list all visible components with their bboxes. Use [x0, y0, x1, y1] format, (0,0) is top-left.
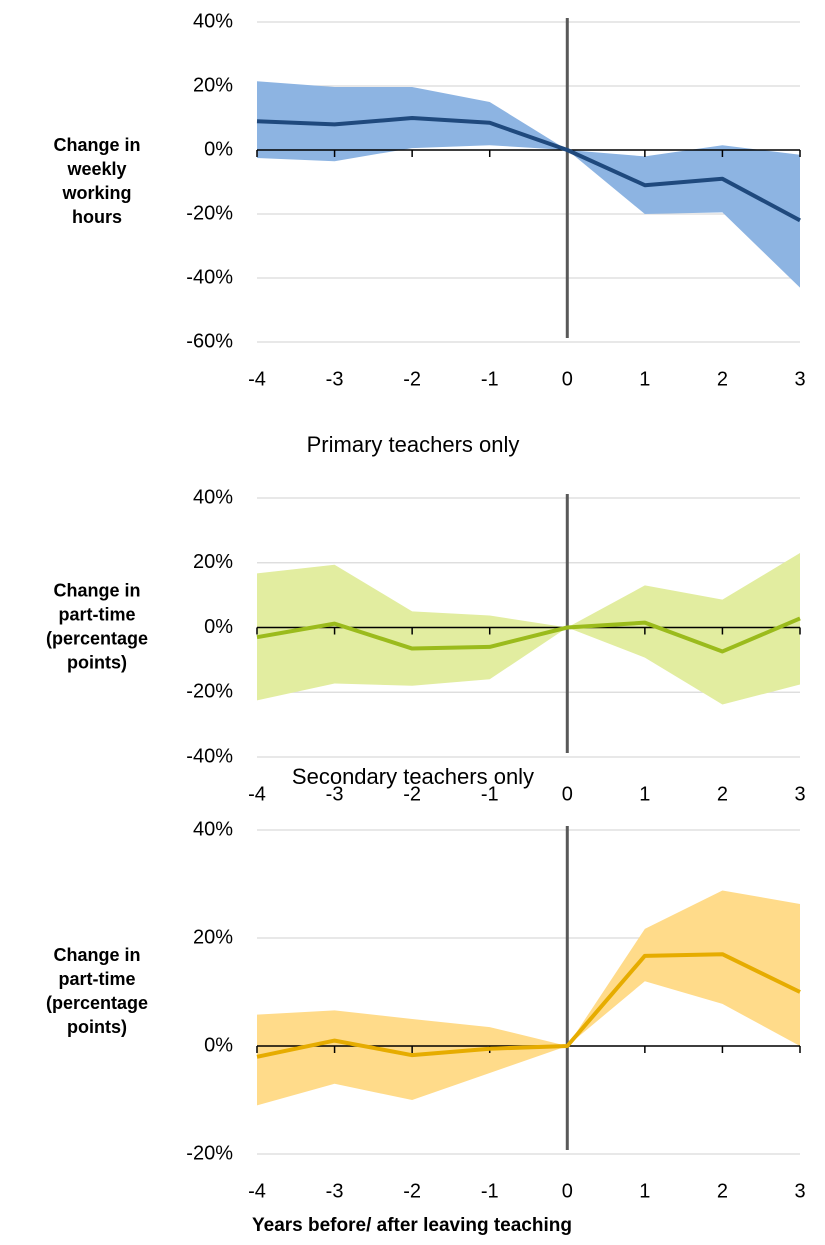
- x-tick-label: -3: [326, 783, 344, 805]
- y-tick-label: 0%: [204, 616, 233, 638]
- x-tick-label: -4: [248, 783, 266, 805]
- confidence-band: [257, 890, 800, 1106]
- x-tick-label: -1: [481, 783, 499, 805]
- y-tick-label: 0%: [204, 138, 233, 160]
- x-tick-label: 1: [639, 783, 650, 805]
- x-tick-label: 3: [794, 783, 805, 805]
- confidence-band: [257, 553, 800, 705]
- y-tick-label: 20%: [193, 74, 233, 96]
- y-axis-label: Change in: [53, 580, 140, 600]
- x-tick-label: 2: [717, 1180, 728, 1202]
- y-axis-label: (percentage: [46, 993, 148, 1013]
- panel-title: Primary teachers only: [307, 432, 520, 457]
- y-axis-label: (percentage: [46, 628, 148, 648]
- x-tick-label: -4: [248, 368, 266, 390]
- panel-title: Secondary teachers only: [292, 764, 534, 789]
- y-axis-label: points): [67, 652, 127, 672]
- y-tick-label: -20%: [186, 681, 233, 703]
- x-tick-label: -4: [248, 1180, 266, 1202]
- y-tick-label: -40%: [186, 266, 233, 288]
- x-tick-label: 2: [717, 368, 728, 390]
- x-tick-label: 1: [639, 368, 650, 390]
- y-axis-label: hours: [72, 207, 122, 227]
- x-tick-label: -2: [403, 368, 421, 390]
- x-tick-label: 3: [794, 1180, 805, 1202]
- x-tick-label: -3: [326, 1180, 344, 1202]
- y-tick-label: -20%: [186, 202, 233, 224]
- confidence-band: [257, 81, 800, 288]
- x-tick-label: 1: [639, 1180, 650, 1202]
- y-tick-label: 40%: [193, 818, 233, 840]
- y-tick-label: 40%: [193, 10, 233, 32]
- y-tick-label: -40%: [186, 745, 233, 767]
- x-tick-label: -3: [326, 368, 344, 390]
- x-tick-label: 0: [562, 1180, 573, 1202]
- x-tick-label: -1: [481, 368, 499, 390]
- x-tick-label: 0: [562, 368, 573, 390]
- x-tick-label: 2: [717, 783, 728, 805]
- y-axis-label: weekly: [66, 159, 126, 179]
- y-axis-label: part-time: [58, 969, 135, 989]
- y-tick-label: 20%: [193, 926, 233, 948]
- x-tick-label: 0: [562, 783, 573, 805]
- x-tick-label: 3: [794, 368, 805, 390]
- y-axis-label: working: [61, 183, 131, 203]
- y-tick-label: 0%: [204, 1034, 233, 1056]
- estimate-line: [256, 616, 801, 654]
- x-axis-label: Years before/ after leaving teaching: [252, 1215, 572, 1236]
- y-tick-label: 40%: [193, 486, 233, 508]
- x-tick-label: -2: [403, 1180, 421, 1202]
- y-axis-label: Change in: [53, 135, 140, 155]
- estimate-line: [256, 116, 801, 223]
- y-axis-label: part-time: [58, 604, 135, 624]
- y-tick-label: -60%: [186, 330, 233, 352]
- y-axis-label: Change in: [53, 945, 140, 965]
- x-tick-label: -2: [403, 783, 421, 805]
- y-tick-label: 20%: [193, 551, 233, 573]
- x-tick-label: -1: [481, 1180, 499, 1202]
- estimate-line: [256, 952, 801, 1059]
- y-axis-label: points): [67, 1017, 127, 1037]
- y-tick-label: -20%: [186, 1142, 233, 1164]
